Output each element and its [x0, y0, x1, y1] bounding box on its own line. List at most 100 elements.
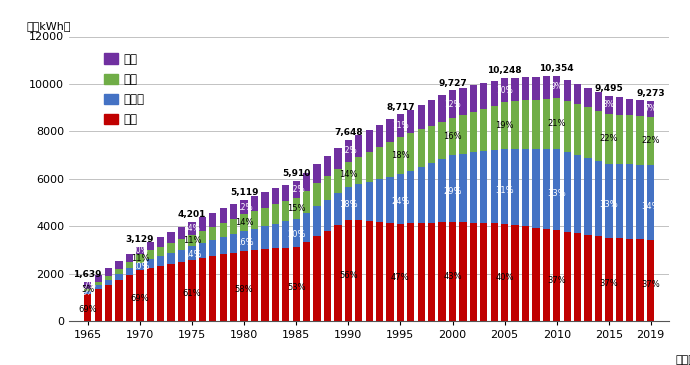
Bar: [428, 100, 435, 126]
Text: 5,910: 5,910: [282, 169, 310, 178]
Bar: [303, 191, 311, 212]
Bar: [126, 254, 133, 262]
Bar: [324, 200, 331, 231]
Bar: [564, 101, 571, 152]
Bar: [480, 223, 487, 321]
Bar: [345, 162, 352, 187]
Text: 12%: 12%: [288, 185, 304, 194]
Bar: [438, 222, 446, 321]
Bar: [647, 165, 654, 240]
Bar: [345, 187, 352, 220]
Bar: [553, 230, 560, 321]
Bar: [636, 100, 644, 116]
Bar: [501, 224, 509, 321]
Bar: [417, 130, 425, 167]
Text: 11%: 11%: [183, 237, 201, 246]
Bar: [199, 217, 206, 231]
Bar: [647, 116, 654, 165]
Bar: [460, 154, 466, 222]
Bar: [417, 167, 425, 223]
Bar: [574, 104, 581, 155]
Bar: [501, 78, 509, 102]
Bar: [470, 85, 477, 112]
Text: 11%: 11%: [392, 121, 408, 130]
Bar: [105, 268, 112, 276]
Bar: [95, 285, 102, 289]
Bar: [584, 235, 591, 321]
Text: 40%: 40%: [495, 273, 514, 282]
Bar: [553, 149, 560, 230]
Bar: [397, 224, 404, 321]
Text: 5%: 5%: [81, 285, 95, 295]
Bar: [491, 105, 498, 150]
Bar: [136, 262, 144, 270]
Bar: [136, 247, 144, 254]
Bar: [147, 268, 154, 321]
Bar: [272, 204, 279, 224]
Bar: [199, 243, 206, 258]
Bar: [449, 222, 456, 321]
Text: 24%: 24%: [391, 197, 410, 206]
Bar: [334, 148, 342, 169]
Bar: [605, 238, 613, 321]
Bar: [542, 229, 550, 321]
Text: 14%: 14%: [235, 218, 253, 227]
Bar: [95, 283, 102, 285]
Bar: [136, 270, 144, 321]
Bar: [84, 289, 91, 291]
Text: 18%: 18%: [391, 151, 410, 160]
Bar: [303, 173, 311, 191]
Bar: [168, 232, 175, 243]
Bar: [397, 114, 404, 137]
Bar: [84, 291, 91, 294]
Bar: [407, 223, 415, 321]
Text: 12%: 12%: [340, 146, 357, 155]
Text: 53%: 53%: [287, 283, 306, 292]
Bar: [313, 183, 321, 206]
Bar: [147, 242, 154, 250]
Bar: [564, 80, 571, 101]
Bar: [542, 76, 550, 99]
Bar: [219, 208, 227, 223]
Text: 69%: 69%: [130, 294, 149, 303]
Bar: [491, 81, 498, 105]
Bar: [626, 239, 633, 321]
Bar: [584, 158, 591, 235]
Bar: [230, 234, 237, 253]
Bar: [355, 135, 362, 157]
Bar: [219, 223, 227, 237]
Bar: [209, 240, 217, 256]
Bar: [324, 176, 331, 200]
Bar: [460, 115, 466, 154]
Bar: [376, 147, 383, 179]
Bar: [386, 177, 393, 223]
Bar: [240, 231, 248, 251]
Bar: [542, 149, 550, 229]
Bar: [157, 237, 164, 247]
Bar: [522, 100, 529, 149]
Bar: [428, 223, 435, 321]
Bar: [574, 84, 581, 104]
Bar: [95, 275, 102, 283]
Bar: [366, 182, 373, 221]
Bar: [251, 229, 258, 250]
Bar: [272, 248, 279, 321]
Text: （億kWh）: （億kWh）: [27, 21, 72, 31]
Text: 12%: 12%: [444, 100, 461, 109]
Bar: [168, 243, 175, 253]
Bar: [615, 97, 623, 115]
Bar: [240, 251, 248, 321]
Bar: [542, 99, 550, 149]
Bar: [355, 220, 362, 321]
Text: 4,201: 4,201: [178, 210, 206, 219]
Bar: [366, 130, 373, 152]
Bar: [438, 159, 446, 222]
Text: 10,354: 10,354: [540, 64, 574, 73]
Bar: [522, 77, 529, 100]
Bar: [511, 149, 519, 225]
Bar: [334, 169, 342, 193]
Bar: [293, 198, 300, 219]
Bar: [449, 91, 456, 118]
Bar: [480, 109, 487, 151]
Text: 14%: 14%: [184, 224, 200, 233]
